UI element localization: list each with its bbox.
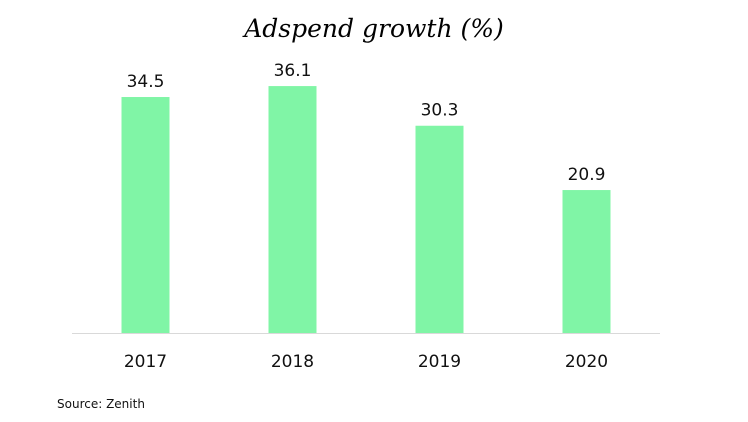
chart-title: Adspend growth (%): [244, 14, 504, 43]
bar-2017: [121, 97, 170, 334]
x-tick-label: 2020: [565, 352, 608, 372]
source-note: Source: Zenith: [57, 397, 145, 411]
x-tick-label: 2019: [418, 352, 461, 372]
data-label: 20.9: [568, 165, 606, 185]
data-label: 30.3: [421, 101, 459, 121]
data-label: 34.5: [127, 72, 165, 92]
bar-2020: [562, 190, 611, 333]
bar-2019: [415, 125, 464, 333]
x-tick-label: 2017: [124, 352, 167, 372]
x-tick-label: 2018: [271, 352, 314, 372]
data-label: 36.1: [274, 61, 312, 81]
bar-2018: [268, 86, 317, 334]
